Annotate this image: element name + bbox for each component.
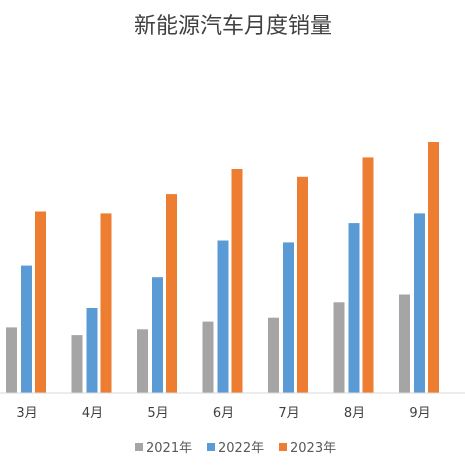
- x-tick-label: 3月: [16, 406, 37, 421]
- bar-2022年-7月: [283, 242, 294, 393]
- legend-swatch-2022年: [207, 443, 215, 451]
- bar-2023年-9月: [428, 142, 439, 393]
- bar-2022年-5月: [152, 277, 163, 393]
- bar-2023年-8月: [362, 157, 374, 393]
- legend-label-2023年: 2023年: [290, 441, 336, 456]
- legend: 2021年 2022年 2023年: [135, 441, 336, 456]
- bar-2021年-6月: [202, 321, 214, 393]
- legend-label-2021年: 2021年: [146, 441, 192, 456]
- bar-2021年-5月: [137, 329, 148, 393]
- chart-title: 新能源汽车月度销量: [134, 14, 332, 39]
- x-tick-label: 6月: [213, 406, 234, 421]
- x-tick-labels: 3月 4月 5月 6月 7月 8月 9月: [16, 406, 430, 421]
- bar-2022年-3月: [21, 265, 32, 393]
- x-tick-label: 8月: [344, 406, 365, 421]
- bar-2022年-4月: [86, 308, 98, 393]
- bar-2023年-7月: [297, 176, 308, 393]
- bar-2022年-6月: [217, 240, 229, 393]
- x-tick-label: 4月: [82, 406, 103, 421]
- bar-2021年-7月: [268, 317, 279, 393]
- bar-2022年-8月: [348, 223, 360, 393]
- bar-2021年-8月: [333, 302, 345, 393]
- legend-swatch-2023年: [279, 443, 287, 451]
- x-tick-label: 7月: [278, 406, 299, 421]
- bar-2023年-3月: [35, 211, 46, 393]
- bar-2021年-4月: [71, 335, 83, 393]
- bar-2023年-6月: [231, 169, 243, 393]
- bars-group: [6, 142, 439, 393]
- legend-label-2022年: 2022年: [218, 441, 264, 456]
- bar-2022年-9月: [414, 213, 425, 393]
- x-tick-label: 9月: [409, 406, 430, 421]
- bar-2023年-4月: [100, 213, 112, 393]
- bar-2023年-5月: [166, 194, 177, 393]
- legend-swatch-2021年: [135, 443, 143, 451]
- bar-2021年-3月: [6, 327, 17, 393]
- bar-2021年-9月: [399, 294, 410, 393]
- x-tick-label: 5月: [147, 406, 168, 421]
